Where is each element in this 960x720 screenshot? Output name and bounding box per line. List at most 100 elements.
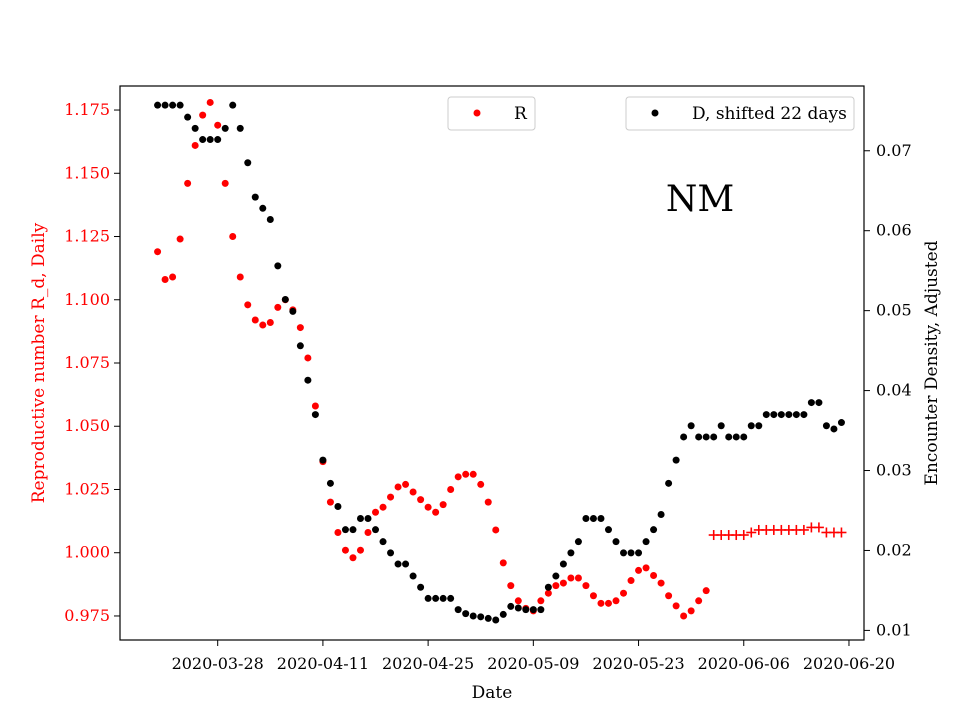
d-point bbox=[462, 610, 470, 618]
legend-d-box bbox=[625, 96, 855, 131]
x-tick-label: 2020-04-11 bbox=[277, 654, 369, 673]
legend-r: R bbox=[447, 96, 536, 131]
legend-d-marker bbox=[651, 109, 659, 117]
d-point bbox=[259, 204, 267, 212]
x-tick-label: 2020-03-28 bbox=[172, 654, 264, 673]
r-point bbox=[589, 592, 597, 600]
r-point bbox=[394, 483, 402, 491]
r-forecast-point bbox=[836, 527, 847, 538]
r-series-points bbox=[154, 98, 710, 620]
r-point bbox=[221, 179, 229, 187]
d-point bbox=[214, 136, 222, 144]
d-point bbox=[507, 602, 515, 610]
y-axis-left-label: Reproductive number R_d, Daily bbox=[29, 222, 49, 503]
r-point bbox=[672, 602, 680, 610]
d-point bbox=[567, 549, 575, 557]
d-point bbox=[334, 502, 342, 510]
d-point bbox=[725, 433, 733, 441]
r-point bbox=[552, 582, 560, 590]
legend-r-box bbox=[447, 96, 536, 131]
r-point bbox=[469, 470, 477, 478]
y-right-tick-label: 0.05 bbox=[876, 301, 912, 320]
r-forecast-point bbox=[738, 530, 749, 541]
d-point bbox=[702, 433, 710, 441]
y-left-tick-label: 1.025 bbox=[64, 479, 110, 498]
d-point bbox=[574, 538, 582, 546]
r-point bbox=[154, 248, 162, 256]
r-point bbox=[620, 589, 628, 597]
d-point bbox=[687, 422, 695, 430]
d-point bbox=[176, 101, 184, 109]
d-point bbox=[822, 422, 830, 430]
d-point bbox=[612, 538, 620, 546]
d-point bbox=[394, 560, 402, 568]
d-point bbox=[582, 514, 590, 522]
r-point bbox=[657, 579, 665, 587]
d-point bbox=[672, 456, 680, 464]
y-left-tick-label: 1.075 bbox=[64, 353, 110, 372]
d-point bbox=[559, 560, 567, 568]
r-point bbox=[695, 597, 703, 605]
y-left-tick-label: 1.150 bbox=[64, 163, 110, 182]
r-point bbox=[635, 566, 643, 574]
r-point bbox=[514, 597, 522, 605]
d-point bbox=[379, 538, 387, 546]
d-point bbox=[296, 342, 304, 350]
r-point bbox=[266, 319, 274, 327]
d-point bbox=[387, 549, 395, 557]
r-point bbox=[326, 498, 334, 506]
r-point bbox=[462, 470, 470, 478]
d-point bbox=[620, 549, 628, 557]
d-point bbox=[770, 411, 778, 419]
d-point bbox=[266, 216, 274, 224]
y-right-tick-label: 0.07 bbox=[876, 141, 912, 160]
d-point bbox=[635, 549, 643, 557]
d-point bbox=[717, 422, 725, 430]
d-point bbox=[792, 411, 800, 419]
r-point bbox=[169, 273, 177, 281]
r-point bbox=[161, 276, 169, 284]
d-point bbox=[710, 433, 718, 441]
d-point bbox=[326, 479, 334, 487]
d-point bbox=[597, 514, 605, 522]
d-point bbox=[665, 479, 673, 487]
d-point bbox=[206, 136, 214, 144]
x-tick-label: 2020-04-25 bbox=[382, 654, 474, 673]
d-point bbox=[169, 101, 177, 109]
r-point bbox=[387, 493, 395, 501]
r-point bbox=[612, 597, 620, 605]
r-point bbox=[447, 485, 455, 493]
d-point bbox=[154, 101, 162, 109]
r-point bbox=[364, 528, 372, 536]
plot-frame bbox=[119, 85, 865, 641]
r-point bbox=[349, 554, 357, 562]
d-point bbox=[762, 411, 770, 419]
r-point bbox=[544, 589, 552, 597]
d-series-points bbox=[154, 101, 845, 624]
d-point bbox=[589, 514, 597, 522]
d-point bbox=[522, 606, 530, 614]
r-point bbox=[484, 498, 492, 506]
d-point bbox=[447, 594, 455, 602]
r-point bbox=[341, 546, 349, 554]
d-point bbox=[424, 594, 432, 602]
r-point bbox=[214, 121, 222, 129]
y-axis-right: 0.01 0.02 0.03 0.04 0.05 0.06 0.07 bbox=[864, 141, 912, 639]
r-point bbox=[206, 98, 214, 106]
d-point bbox=[552, 572, 560, 580]
d-point bbox=[785, 411, 793, 419]
d-point bbox=[740, 433, 748, 441]
d-point bbox=[537, 606, 545, 614]
legend-d: D, shifted 22 days bbox=[625, 96, 855, 131]
r-point bbox=[567, 574, 575, 582]
d-point bbox=[484, 614, 492, 622]
d-point bbox=[191, 124, 199, 132]
r-point bbox=[507, 582, 515, 590]
y-left-tick-label: 1.050 bbox=[64, 416, 110, 435]
d-point bbox=[229, 101, 237, 109]
d-point bbox=[251, 193, 259, 201]
r-point bbox=[650, 571, 658, 579]
y-left-tick-label: 0.975 bbox=[64, 606, 110, 625]
r-point bbox=[499, 559, 507, 567]
d-point bbox=[199, 136, 207, 144]
